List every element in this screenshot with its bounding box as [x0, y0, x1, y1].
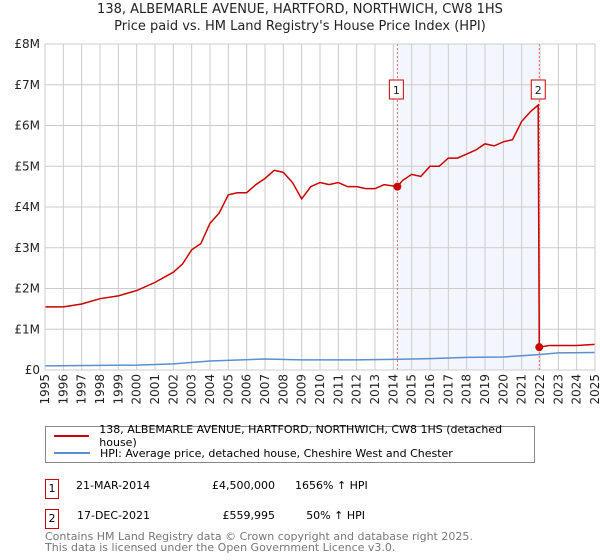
marker-label-box	[388, 79, 404, 100]
y-tick-label: £5M	[14, 159, 40, 173]
x-tick-label: 1996	[56, 374, 70, 405]
marker-badge: 2	[45, 509, 59, 529]
transaction-hpi: 1656% ↑ HPI	[295, 479, 368, 492]
x-tick-label: 2000	[130, 374, 144, 405]
y-tick-label: £2M	[14, 282, 40, 296]
x-tick-label: 2001	[148, 374, 162, 405]
x-tick-label: 2015	[405, 374, 419, 405]
marker-badge: 1	[45, 479, 59, 499]
legend-blue-label: HPI: Average price, detached house, Ches…	[100, 446, 453, 460]
x-tick-label: 2019	[478, 374, 492, 405]
legend-blue-line	[54, 452, 90, 454]
y-tick-label: £4M	[14, 200, 40, 214]
hpi-line	[44, 351, 596, 367]
legend-red-line	[54, 435, 90, 437]
y-tick-label: £0	[25, 363, 40, 377]
x-tick-label: 2010	[313, 374, 327, 405]
footer-licence: This data is licensed under the Open Gov…	[45, 541, 396, 554]
price-paid-line	[45, 103, 596, 349]
legend-red-label: 138, ALBEMARLE AVENUE, HARTFORD, NORTHWI…	[99, 423, 503, 449]
sale-point	[393, 182, 402, 191]
marker-label: 2	[535, 84, 542, 97]
x-tick-label: 2002	[166, 374, 180, 405]
x-tick-label: 2008	[276, 374, 290, 405]
x-tick-label: 2014	[386, 374, 400, 405]
x-tick-label: 1995	[38, 374, 52, 405]
legend: 138, ALBEMARLE AVENUE, HARTFORD, NORTHWI…	[45, 423, 535, 463]
transaction-price: £4,500,000	[212, 479, 275, 492]
x-tick-label: 1999	[111, 374, 125, 405]
x-tick-label: 2025	[588, 374, 600, 405]
x-tick-label: 2023	[551, 374, 565, 405]
transaction-date: 17-DEC-2021	[77, 509, 151, 522]
transaction-hpi: 50% ↑ HPI	[306, 509, 365, 522]
x-tick-label: 2013	[368, 374, 382, 405]
transaction-date: 21-MAR-2014	[76, 479, 151, 492]
x-tick-label: 1998	[93, 374, 107, 405]
x-tick-label: 2006	[240, 374, 254, 405]
x-tick-label: 2012	[350, 374, 364, 405]
x-tick-label: 2018	[460, 374, 474, 405]
x-tick-label: 2021	[515, 374, 529, 405]
footer-copyright: Contains HM Land Registry data © Crown c…	[45, 530, 473, 543]
plot-border	[44, 43, 596, 371]
transaction-price: £559,995	[222, 509, 276, 522]
marker-label-box	[530, 79, 546, 100]
x-tick-label: 2022	[533, 374, 547, 405]
x-tick-label: 2020	[496, 374, 510, 405]
y-tick-label: £8M	[14, 37, 40, 51]
sale-point	[535, 343, 544, 352]
y-tick-label: £3M	[14, 241, 40, 255]
x-tick-label: 2024	[570, 374, 584, 405]
x-tick-label: 2003	[185, 374, 199, 405]
x-tick-label: 2007	[258, 374, 272, 405]
x-tick-label: 2004	[203, 374, 217, 405]
plot-area: 1995 1996 1997 1998 1999 2000 2001 2002 2003 2004…	[14, 37, 600, 405]
x-tick-label: 2005	[221, 374, 235, 405]
chart-subtitle: Price paid vs. HM Land Registry's House …	[114, 19, 486, 34]
y-tick-label: £1M	[14, 322, 40, 336]
x-tick-label: 1997	[75, 374, 89, 405]
x-tick-label: 2016	[423, 374, 437, 405]
y-tick-label: £6M	[14, 119, 40, 133]
x-tick-label: 2011	[331, 374, 345, 405]
marker-label: 1	[393, 84, 400, 97]
x-tick-label: 2009	[295, 374, 309, 405]
chart-title: 138, ALBEMARLE AVENUE, HARTFORD, NORTHWI…	[97, 2, 503, 17]
y-tick-label: £7M	[14, 78, 40, 92]
x-tick-label: 2017	[441, 374, 455, 405]
